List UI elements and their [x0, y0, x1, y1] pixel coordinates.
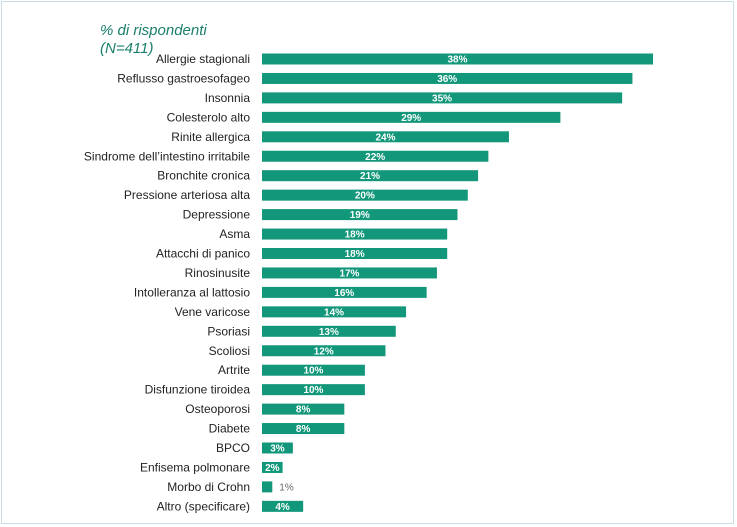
bar	[262, 286, 427, 298]
bar	[262, 228, 448, 240]
value-label: 2%	[265, 463, 280, 474]
value-label: 24%	[375, 132, 395, 143]
value-label: 36%	[437, 74, 457, 85]
chart-title: % di rispondenti	[100, 22, 207, 39]
value-label: 35%	[432, 93, 452, 104]
bar	[262, 306, 407, 318]
value-label: 1%	[279, 482, 294, 493]
category-label: Diabete	[209, 422, 251, 436]
category-label: Artrite	[218, 363, 250, 377]
category-label: Psoriasi	[207, 324, 250, 338]
value-label: 21%	[360, 171, 380, 182]
category-label: Osteoporosi	[185, 402, 250, 416]
value-label: 4%	[275, 502, 290, 513]
category-label: Attacchi di panico	[156, 247, 250, 261]
category-label: Depressione	[183, 208, 251, 222]
category-label: Morbo di Crohn	[167, 480, 250, 494]
value-label: 20%	[355, 191, 375, 202]
bar	[262, 92, 623, 104]
value-label: 12%	[314, 346, 334, 357]
category-label: Insonnia	[205, 91, 251, 105]
value-label: 8%	[296, 405, 311, 416]
bar	[262, 170, 479, 182]
bar	[262, 345, 386, 357]
chart-subtitle: (N=411)	[100, 40, 154, 57]
value-label: 17%	[339, 268, 359, 279]
category-label: Scoliosi	[209, 344, 250, 358]
bar	[262, 53, 653, 65]
value-label: 18%	[345, 249, 365, 260]
bar	[262, 325, 396, 337]
bar	[262, 111, 561, 123]
value-label: 18%	[345, 230, 365, 241]
category-label: Colesterolo alto	[167, 110, 251, 124]
bar	[262, 481, 273, 493]
value-label: 29%	[401, 113, 421, 124]
category-label: Reflusso gastroesofageo	[117, 71, 250, 85]
bar	[262, 364, 365, 376]
value-label: 13%	[319, 327, 339, 338]
value-label: 38%	[447, 55, 467, 66]
value-label: 8%	[296, 424, 311, 435]
bar	[262, 403, 345, 415]
bar	[262, 189, 468, 201]
bar	[262, 248, 448, 259]
category-label: Rinite allergica	[171, 130, 250, 144]
bar	[262, 500, 304, 512]
value-label: 10%	[303, 385, 323, 396]
bar	[262, 461, 283, 473]
value-label: 16%	[334, 288, 354, 299]
category-label: Disfunzione tiroidea	[145, 383, 251, 397]
value-label: 10%	[303, 366, 323, 377]
bar	[262, 267, 437, 279]
category-label: Pressione arteriosa alta	[124, 188, 250, 202]
category-label: Enfisema polmonare	[140, 460, 250, 474]
category-label: Intolleranza al lattosio	[134, 285, 250, 299]
category-label: Allergie stagionali	[156, 52, 250, 66]
category-label: Bronchite cronica	[157, 169, 250, 183]
category-label: Vene varicose	[175, 305, 251, 319]
bar	[262, 131, 509, 143]
value-label: 19%	[350, 210, 370, 221]
value-label: 3%	[270, 444, 285, 455]
category-label: Sindrome dell’intestino irritabile	[84, 149, 250, 163]
bar	[262, 72, 633, 84]
bar	[262, 442, 293, 454]
bar	[262, 384, 365, 396]
bar	[262, 423, 345, 435]
value-label: 22%	[365, 152, 385, 163]
bar	[262, 150, 489, 162]
value-label: 14%	[324, 307, 344, 318]
bar	[262, 209, 458, 221]
category-label: Altro (specificare)	[157, 499, 250, 513]
category-label: Rinosinusite	[185, 266, 251, 280]
category-label: Asma	[219, 227, 250, 241]
category-label: BPCO	[216, 441, 250, 455]
